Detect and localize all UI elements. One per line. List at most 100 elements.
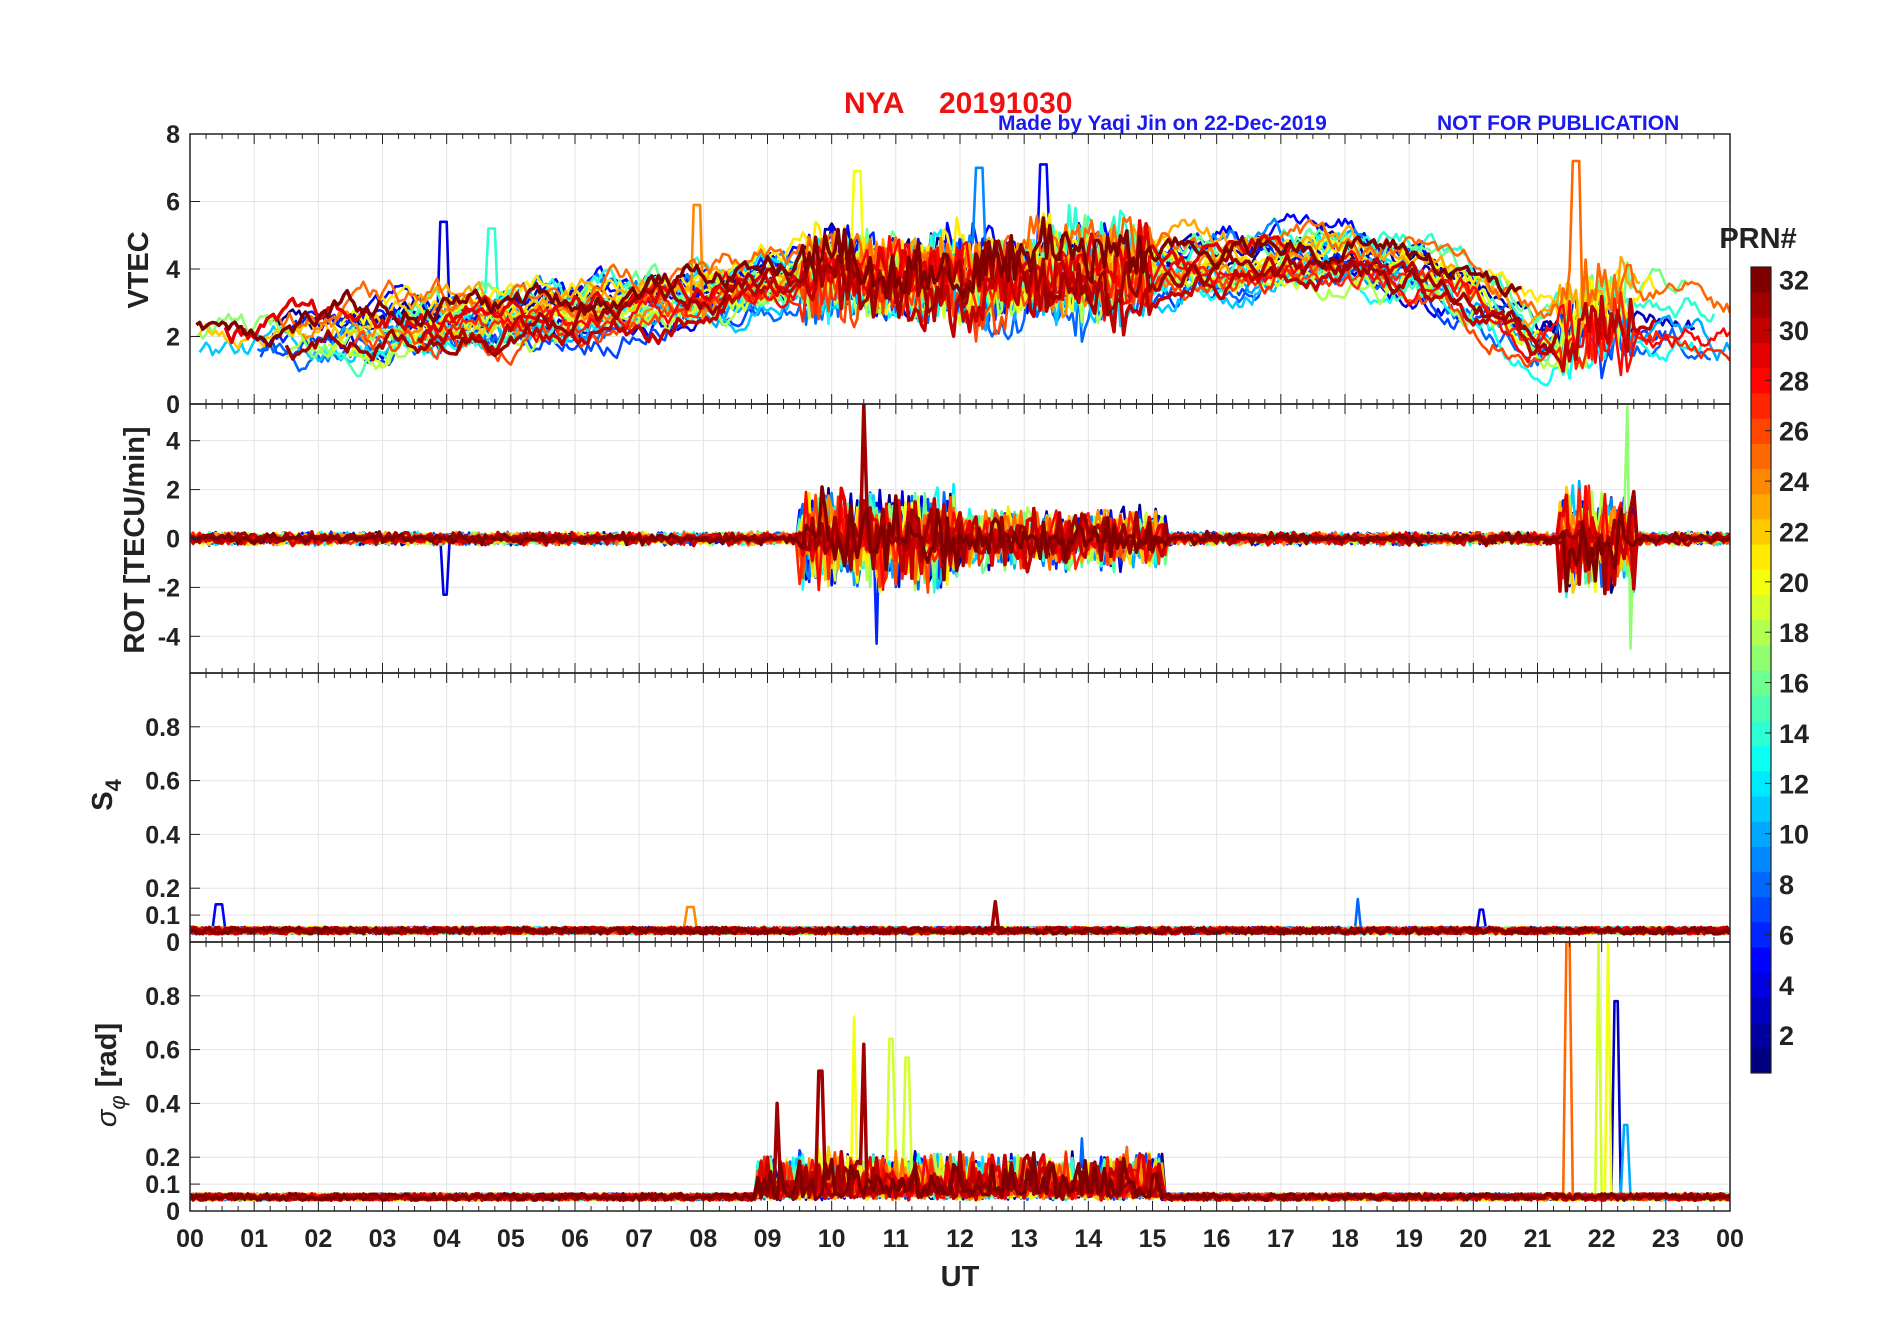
colorbar-segment [1751, 795, 1771, 822]
x-axis-label: UT [941, 1261, 980, 1293]
colorbar-segment [1751, 619, 1771, 646]
s4-axis-label-main: S [87, 791, 119, 810]
x-tick-label: 21 [1524, 1225, 1552, 1253]
colorbar-tick-label: 6 [1779, 920, 1794, 950]
vtec-trace-prn28 [436, 235, 1730, 377]
x-tick-label: 17 [1267, 1225, 1295, 1253]
s4-panel: 00.10.2 0.4 0.6 0.8 [145, 672, 1731, 957]
s4-y-tick-label: 0 [166, 929, 180, 957]
colorbar-segment [1751, 367, 1771, 394]
sigma_phi-panel: 00.10.2 0.4 0.6 0.8 [145, 941, 1731, 1226]
sigma-phi-axis-label-unit: [rad] [91, 1023, 123, 1087]
sigma-phi-axis-label-sub: φ [105, 1095, 130, 1109]
x-tick-label: 12 [946, 1225, 974, 1253]
colorbar-tick-label: 24 [1779, 467, 1809, 497]
x-tick-label: 08 [689, 1225, 717, 1253]
sigma_phi-y-tick-label: 0.1 [145, 1171, 180, 1199]
x-tick-label: 11 [883, 1225, 910, 1253]
sigma_phi-y-tick-label: 0.6 [145, 1037, 180, 1065]
colorbar-segment [1751, 1022, 1771, 1049]
colorbar-segment [1751, 569, 1771, 595]
rot-y-tick-label: 2 [166, 477, 180, 505]
colorbar-segment [1751, 871, 1771, 898]
colorbar-segment [1751, 720, 1771, 747]
colorbar-segment [1751, 518, 1771, 545]
colorbar-tick-label: 32 [1779, 266, 1809, 296]
s4-y-tick-label: 0.1 [145, 902, 180, 930]
colorbar-segment [1751, 670, 1771, 696]
sigma_phi-y-tick-label: 0.4 [145, 1090, 180, 1118]
x-tick-label: 19 [1395, 1225, 1423, 1253]
colorbar-tick-label: 4 [1779, 971, 1794, 1001]
vtec-panel: 0 2 4 6 8 [166, 121, 1731, 419]
colorbar-segment [1751, 821, 1771, 847]
colorbar-segment [1751, 468, 1771, 495]
colorbar-segment [1751, 896, 1771, 923]
x-tick-label: 05 [497, 1225, 525, 1253]
rot-y-tick-label: -4 [158, 623, 180, 651]
vtec-trace-prn32 [195, 216, 1522, 348]
colorbar-segment [1751, 292, 1771, 318]
sigma_phi-traces [190, 942, 1730, 1202]
rot-trace-prn32 [190, 485, 1730, 593]
colorbar-segment [1751, 947, 1771, 973]
x-tick-label: 00 [176, 1225, 204, 1253]
s4-y-tick-label: 0.2 [145, 875, 180, 903]
sigma-phi-axis-label: σφ [rad] [91, 1023, 130, 1127]
x-tick-label: 07 [625, 1225, 653, 1253]
rot-panel: -4 -2 0 2 4 [158, 403, 1731, 674]
colorbar-segment [1751, 443, 1771, 469]
colorbar-tick-label: 16 [1779, 669, 1809, 699]
vtec-y-tick-label: 0 [166, 391, 180, 419]
x-tick-label: 22 [1588, 1225, 1616, 1253]
panels: 02468-4-202400.10.20.40.60.800.10.20.40.… [145, 121, 1744, 1253]
vtec-axis-label: VTEC [123, 231, 155, 308]
vtec-trace-prn29 [223, 219, 1293, 345]
s4-y-tick-label: 0.6 [145, 768, 180, 796]
sigma_phi-y-tick-label: 0 [166, 1198, 180, 1226]
colorbar-segment [1751, 493, 1771, 520]
colorbar-segment [1751, 997, 1771, 1024]
colorbar-segment [1751, 392, 1771, 419]
vtec-y-tick-label: 6 [166, 189, 180, 217]
x-tick-label: 06 [561, 1225, 589, 1253]
colorbar-segment [1751, 267, 1771, 293]
rot-y-tick-label: 0 [166, 526, 180, 554]
x-tick-label: 00 [1716, 1225, 1744, 1253]
x-tick-label: 20 [1459, 1225, 1487, 1253]
x-tick-label: 10 [818, 1225, 846, 1253]
x-tick-label: 16 [1203, 1225, 1231, 1253]
x-tick-label: 03 [369, 1225, 397, 1253]
x-tick-label: 09 [754, 1225, 782, 1253]
colorbar-segment [1751, 594, 1771, 621]
colorbar-segment [1751, 342, 1771, 369]
x-tick-label: 23 [1652, 1225, 1680, 1253]
title-station: NYA [844, 87, 905, 120]
s4-axis-label-sub: 4 [101, 778, 126, 791]
colorbar-tick-label: 2 [1779, 1021, 1794, 1051]
colorbar-segment [1751, 770, 1771, 797]
colorbar-segment [1751, 972, 1771, 998]
colorbar-label: PRN# [1719, 223, 1796, 255]
vtec-y-tick-label: 2 [166, 324, 180, 352]
colorbar-tick-label: 14 [1779, 719, 1809, 749]
colorbar-segment [1751, 745, 1771, 772]
rot-y-tick-label: 4 [166, 428, 180, 456]
vtec-trace-prn25 [278, 159, 1730, 329]
sigma_phi-trace-prn32 [190, 1151, 1730, 1202]
colorbar-segment [1751, 1047, 1771, 1074]
colorbar-segment [1751, 921, 1771, 948]
rot-y-tick-label: -2 [158, 574, 180, 602]
sigma_phi-y-tick-label: 0.2 [145, 1144, 180, 1172]
rot-axis-label: ROT [TECU/min] [119, 426, 151, 653]
sigma_phi-y-tick-label: 0.8 [145, 983, 180, 1011]
colorbar-segment [1751, 644, 1771, 671]
colorbar-tick-label: 26 [1779, 417, 1809, 447]
colorbar-tick-label: 20 [1779, 568, 1809, 598]
colorbar-tick-label: 18 [1779, 618, 1809, 648]
sigma-phi-axis-label-main: σ [91, 1108, 123, 1127]
colorbar-tick-label: 28 [1779, 366, 1809, 396]
title-date: 20191030 [939, 87, 1072, 120]
